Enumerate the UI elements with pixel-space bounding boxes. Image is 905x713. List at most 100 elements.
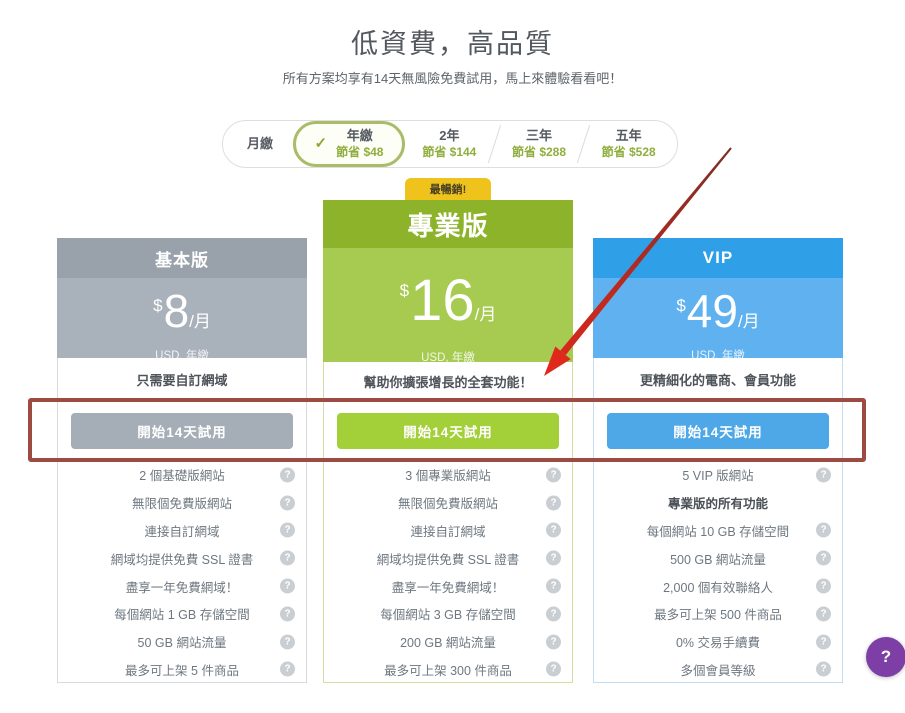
feature-item: 5 VIP 版網站? [594, 461, 842, 489]
plan-body: 幫助你擴張增長的全套功能！ 開始14天試用 3 個專業版網站? 無限個免費版網站? 連接… [323, 362, 573, 683]
feature-text: 盡享一年免費網域！ [125, 580, 239, 595]
feature-item: 最多可上架 500 件商品? [594, 600, 842, 628]
help-icon[interactable]: ? [280, 634, 295, 650]
help-icon[interactable]: ? [816, 550, 831, 566]
question-icon: ? [880, 647, 892, 666]
help-icon[interactable]: ? [546, 661, 561, 677]
feature-text: 無限個免費版網站 [131, 497, 232, 512]
help-icon[interactable]: ? [546, 495, 561, 511]
help-icon[interactable]: ? [546, 550, 561, 566]
feature-text: 3 個專業版網站 [405, 469, 491, 484]
help-icon[interactable]: ? [280, 467, 295, 483]
billing-option-label: 2年 [439, 128, 460, 144]
help-icon[interactable]: ? [280, 522, 295, 538]
price-period: /月 [474, 305, 497, 324]
feature-text: 500 GB 網站流量 [670, 552, 766, 567]
price-amount: 49 [686, 285, 738, 337]
billing-option-label: 年繳 [346, 128, 373, 144]
help-icon[interactable]: ? [816, 522, 831, 538]
help-icon[interactable]: ? [280, 550, 295, 566]
billing-note: USD, 年繳 [421, 352, 475, 364]
feature-item: 連接自訂網域? [324, 517, 572, 545]
feature-item: 盡享一年免費網域！? [324, 572, 572, 600]
help-icon[interactable]: ? [546, 578, 561, 594]
billing-option-3[interactable]: 2年 節省 $144 [405, 128, 494, 159]
plan-price: $49/月 USD, 年繳 [593, 278, 843, 362]
billing-option-4[interactable]: 三年 節省 $288 [495, 128, 584, 159]
feature-item: 盡享一年免費網域！? [58, 572, 306, 600]
price-period: /月 [189, 312, 211, 331]
price-period: /月 [737, 312, 760, 331]
help-icon[interactable]: ? [280, 495, 295, 511]
feature-item: 200 GB 網站流量? [324, 628, 572, 656]
billing-option-label: 月繳 [246, 135, 273, 151]
currency-symbol: $ [399, 281, 410, 300]
help-icon[interactable]: ? [546, 522, 561, 538]
annotation-rectangle [28, 398, 866, 462]
currency-symbol: $ [153, 296, 163, 315]
feature-text: 網域均提供免費 SSL 證書 [376, 552, 520, 567]
plan-description: 只需要自訂網域 [136, 372, 228, 388]
feature-item: 每個網站 10 GB 存儲空間? [594, 517, 842, 545]
plan-title: VIP [593, 238, 843, 278]
billing-option-savings: 節省 $528 [601, 144, 656, 159]
start-trial-button[interactable]: 開始14天試用 [607, 413, 829, 449]
feature-text: 5 VIP 版網站 [682, 469, 754, 484]
help-icon[interactable]: ? [280, 578, 295, 594]
feature-text: 最多可上架 500 件商品 [654, 608, 782, 623]
feature-text: 網域均提供免費 SSL 證書 [110, 552, 254, 567]
feature-text: 0% 交易手續費 [675, 636, 761, 651]
feature-item: 50 GB 網站流量? [58, 628, 306, 656]
billing-option-label: 五年 [615, 128, 642, 144]
feature-item: 0% 交易手續費? [594, 628, 842, 656]
feature-text: 連接自訂網域 [410, 524, 486, 539]
help-icon[interactable]: ? [546, 606, 561, 622]
help-icon[interactable]: ? [816, 578, 831, 594]
help-icon[interactable]: ? [816, 467, 831, 483]
feature-item: 網域均提供免費 SSL 證書? [58, 544, 306, 572]
help-icon[interactable]: ? [280, 661, 295, 677]
check-icon: ✓ [314, 134, 328, 152]
help-icon[interactable]: ? [816, 606, 831, 622]
help-icon[interactable]: ? [816, 661, 831, 677]
feature-item: 無限個免費版網站? [58, 489, 306, 517]
start-trial-button[interactable]: 開始14天試用 [71, 413, 293, 449]
feature-item: 2 個基礎版網站? [58, 461, 306, 489]
billing-option-5[interactable]: 五年 節省 $528 [584, 128, 673, 159]
feature-item: 無限個免費版網站? [324, 489, 572, 517]
feature-list: 5 VIP 版網站? 專業版的所有功能每個網站 10 GB 存儲空間? 500 GB… [594, 461, 842, 683]
billing-note: USD, 年繳 [155, 350, 209, 362]
billing-option-savings: 節省 $288 [511, 144, 567, 159]
billing-option-1[interactable]: 月繳 [227, 136, 293, 152]
start-trial-button[interactable]: 開始14天試用 [337, 413, 559, 449]
feature-text: 多個會員等級 [680, 663, 756, 678]
price-amount: 16 [410, 268, 475, 333]
plan-body: 更精細化的電商、會員功能開始14天試用 5 VIP 版網站? 專業版的所有功能每個網… [593, 358, 843, 683]
billing-option-2[interactable]: ✓ 年繳 節省 $48 [293, 121, 405, 167]
plan-card-1: 基本版 $8/月 USD, 年繳 只需要自訂網域 開始14天試用 2 個基礎版網站? 無限個… [57, 238, 307, 683]
help-icon[interactable]: ? [280, 606, 295, 622]
plan-card-2: 最暢銷! 專業版 $16/月 USD, 年繳 幫助你擴張增長的全套功能！ 開始14天試用 3… [323, 178, 573, 683]
help-icon[interactable]: ? [546, 467, 561, 483]
feature-text: 每個網站 1 GB 存儲空間 [114, 608, 250, 623]
feature-text: 連接自訂網域 [144, 524, 220, 539]
feature-item: 專業版的所有功能 [594, 489, 842, 517]
plan-body: 只需要自訂網域 開始14天試用 2 個基礎版網站? 無限個免費版網站? 連接自訂網域? 網… [57, 358, 307, 683]
help-icon[interactable]: ? [816, 634, 831, 650]
plan-description: 幫助你擴張增長的全套功能！ [363, 374, 533, 390]
feature-item: 連接自訂網域? [58, 517, 306, 545]
feature-text: 50 GB 網站流量 [137, 636, 227, 651]
billing-option-label: 三年 [526, 128, 553, 144]
plan-title: 基本版 [57, 238, 307, 278]
help-icon[interactable]: ? [546, 634, 561, 650]
plan-description: 更精細化的電商、會員功能 [639, 372, 796, 388]
page-subtitle: 所有方案均享有14天無風險免費試用，馬上來體驗看看吧！ [282, 71, 623, 86]
plan-price: $16/月 USD, 年繳 [323, 248, 573, 364]
feature-text: 盡享一年免費網域！ [391, 580, 505, 595]
feature-item: 最多可上架 5 件商品? [58, 656, 306, 684]
page-title: 低資費，高品質 [351, 29, 554, 59]
feature-item: 網域均提供免費 SSL 證書? [324, 544, 572, 572]
help-button[interactable]: ? [866, 637, 905, 677]
feature-text: 專業版的所有功能 [667, 497, 768, 512]
feature-item: 最多可上架 300 件商品? [324, 656, 572, 684]
